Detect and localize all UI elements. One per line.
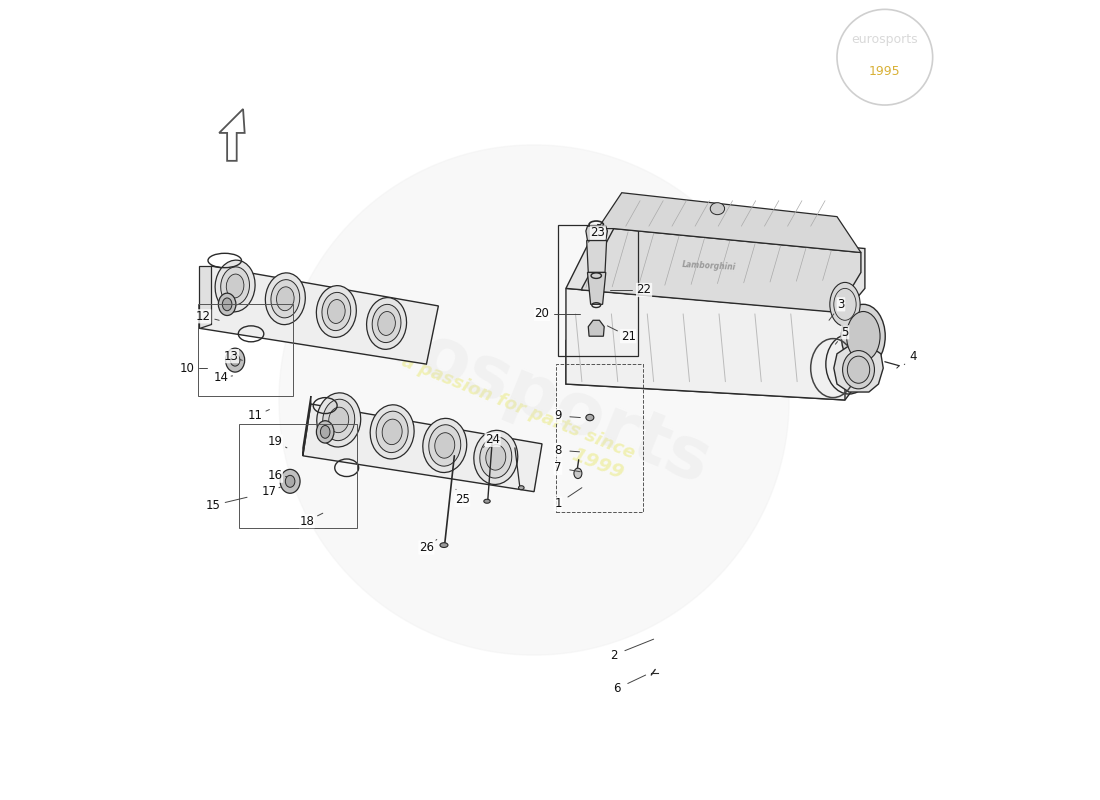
Ellipse shape [276,287,294,310]
Ellipse shape [484,499,491,503]
Ellipse shape [377,311,395,335]
Polygon shape [302,404,542,492]
Polygon shape [582,229,861,312]
Text: 1999: 1999 [569,445,627,482]
Ellipse shape [285,475,295,487]
Polygon shape [302,396,311,456]
Ellipse shape [227,274,244,298]
Ellipse shape [440,542,448,547]
Text: 26: 26 [419,541,433,554]
Ellipse shape [371,405,414,459]
Text: 10: 10 [179,362,195,374]
Ellipse shape [434,433,454,458]
Ellipse shape [230,354,240,366]
Text: 20: 20 [535,307,550,321]
Polygon shape [565,225,865,312]
Ellipse shape [265,273,306,325]
Text: 3: 3 [837,298,845,311]
Text: eurosports: eurosports [851,33,918,46]
Text: 16: 16 [267,470,283,482]
Ellipse shape [586,414,594,421]
Ellipse shape [328,299,345,323]
Ellipse shape [382,419,403,445]
Ellipse shape [480,437,512,478]
Ellipse shape [847,311,880,361]
Text: 4: 4 [909,350,916,362]
Ellipse shape [219,293,235,315]
Ellipse shape [317,286,356,338]
Text: 18: 18 [299,514,315,528]
Text: 25: 25 [455,493,470,506]
Bar [558,225,638,356]
Ellipse shape [518,486,524,490]
Ellipse shape [216,260,255,312]
Ellipse shape [222,298,232,310]
Ellipse shape [711,202,725,214]
Ellipse shape [366,298,407,350]
Ellipse shape [280,470,300,494]
Ellipse shape [317,393,361,447]
Polygon shape [199,266,439,364]
Text: 8: 8 [554,444,562,457]
Text: 15: 15 [206,498,221,512]
Text: 2: 2 [610,649,617,662]
Text: eurosports: eurosports [284,269,720,499]
Text: 11: 11 [248,410,263,422]
Ellipse shape [429,425,461,466]
Polygon shape [834,346,883,392]
Ellipse shape [843,350,874,389]
Polygon shape [587,273,606,304]
Polygon shape [279,145,789,655]
Polygon shape [565,336,869,400]
Polygon shape [199,266,211,328]
Polygon shape [588,320,604,336]
Ellipse shape [829,282,860,326]
Text: 21: 21 [620,330,636,342]
Text: 5: 5 [842,326,849,338]
Text: 19: 19 [267,435,283,448]
Text: a passion for parts since: a passion for parts since [399,353,637,463]
Ellipse shape [847,356,870,383]
Text: 24: 24 [485,434,501,446]
Text: 23: 23 [591,226,605,239]
Text: Lamborghini: Lamborghini [682,260,737,272]
Ellipse shape [329,407,349,433]
Ellipse shape [574,468,582,478]
Ellipse shape [271,280,299,318]
Text: 17: 17 [262,485,277,498]
Ellipse shape [317,421,334,443]
Ellipse shape [322,293,351,330]
Text: 6: 6 [613,682,620,695]
Ellipse shape [842,304,886,368]
Ellipse shape [322,399,354,441]
Polygon shape [586,226,607,241]
Bar [239,424,358,527]
Ellipse shape [226,348,244,372]
Text: 9: 9 [554,410,562,422]
Ellipse shape [376,411,408,453]
Polygon shape [565,288,845,400]
Text: 1995: 1995 [869,65,901,78]
Text: 13: 13 [223,350,239,362]
Ellipse shape [422,418,466,473]
Text: 1: 1 [554,497,562,510]
Text: 22: 22 [637,283,651,297]
Text: 7: 7 [554,462,562,474]
Polygon shape [597,193,861,253]
Text: 14: 14 [213,371,228,384]
Bar [198,304,294,396]
Ellipse shape [486,445,506,470]
Text: 12: 12 [196,310,211,322]
Bar [556,364,644,512]
Polygon shape [586,241,606,273]
Ellipse shape [320,426,330,438]
Ellipse shape [372,304,402,342]
Ellipse shape [221,267,250,305]
Ellipse shape [474,430,518,485]
